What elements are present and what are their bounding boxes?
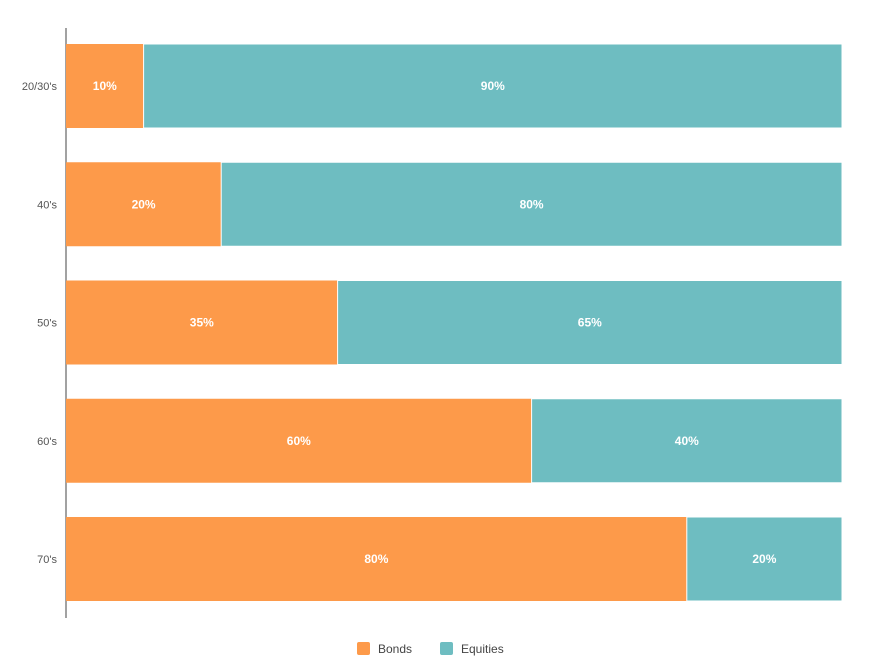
bar-equities-70-s[interactable] [686, 516, 843, 602]
bar-bonds-60-s[interactable] [66, 398, 532, 483]
bar-bonds-50-s[interactable] [66, 280, 338, 365]
bar-equities-60-s[interactable] [531, 398, 843, 484]
bar-bonds-70-s[interactable] [66, 517, 687, 601]
legend-label-equities: Equities [461, 642, 504, 656]
bar-bonds-40-s[interactable] [66, 162, 222, 247]
bar-equities-20-30-s[interactable] [143, 43, 843, 129]
legend-swatch-equities [440, 642, 453, 655]
bar-equities-40-s[interactable] [220, 161, 843, 247]
category-label-20-30-s: 20/30's [22, 81, 58, 93]
category-label-70-s: 70's [37, 554, 57, 566]
data-label-bonds-50-s: 35% [190, 316, 214, 330]
legend-label-bonds: Bonds [378, 642, 412, 656]
bars-layer: 10% 90% 20% 80% 35% 65% 60% 40% 80% 20% [66, 43, 843, 602]
data-label-bonds-70-s: 80% [364, 552, 388, 566]
category-label-60-s: 60's [37, 436, 57, 448]
data-label-equities-70-s: 20% [752, 552, 776, 566]
data-label-equities-60-s: 40% [675, 434, 699, 448]
data-label-equities-50-s: 65% [578, 316, 602, 330]
data-label-bonds-60-s: 60% [287, 434, 311, 448]
legend-swatch-bonds [357, 642, 370, 655]
legend-item-equities[interactable]: Equities [440, 642, 504, 656]
category-label-50-s: 50's [37, 318, 57, 330]
data-label-bonds-20-30-s: 10% [93, 79, 117, 93]
data-label-equities-20-30-s: 90% [481, 79, 505, 93]
category-label-40-s: 40's [37, 199, 57, 211]
bar-equities-50-s[interactable] [337, 280, 843, 365]
data-label-equities-40-s: 80% [520, 197, 544, 211]
legend: Bonds Equities [357, 642, 504, 656]
bar-bonds-20-30-s[interactable] [66, 44, 144, 128]
legend-item-bonds[interactable]: Bonds [357, 642, 412, 656]
data-label-bonds-40-s: 20% [132, 197, 156, 211]
category-labels: 20/30's 40's 50's 60's 70's [22, 81, 58, 566]
